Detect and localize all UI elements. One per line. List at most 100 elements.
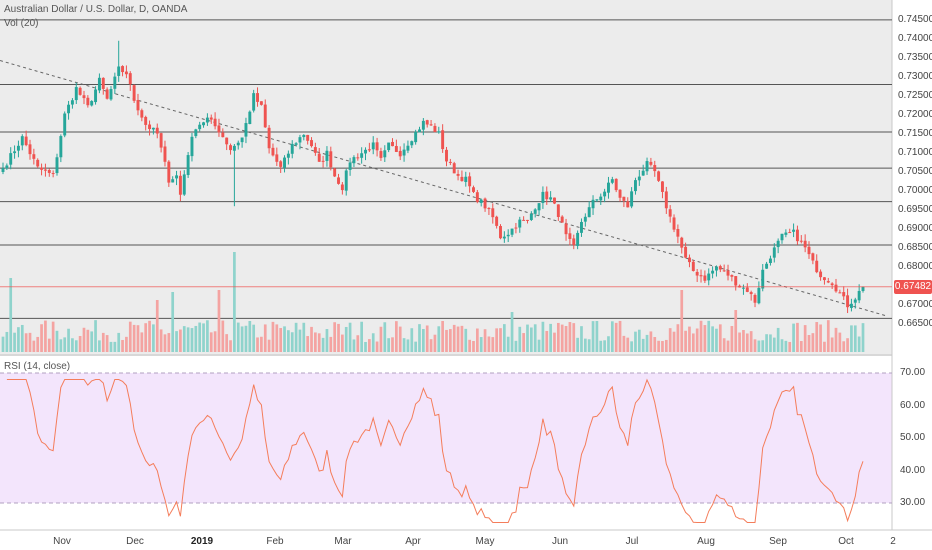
candle-body [630, 191, 634, 207]
candle-body [819, 271, 823, 278]
volume-bar [433, 334, 437, 352]
time-tick-label: Feb [266, 536, 284, 547]
candle-body [159, 133, 163, 148]
volume-bar [398, 326, 402, 352]
volume-bar [502, 324, 506, 352]
volume-bar [5, 331, 9, 352]
volume-bar [24, 333, 28, 352]
volume-bar [101, 332, 105, 352]
rsi-label: RSI (14, close) [4, 361, 71, 372]
candle-body [271, 147, 275, 156]
volume-bar [826, 320, 830, 352]
volume-bar [244, 325, 248, 352]
volume-bar [121, 339, 124, 352]
candle-body [526, 219, 529, 221]
candle-body [780, 233, 784, 241]
volume-bar [63, 337, 67, 352]
price-tick-label: 0.70000 [898, 184, 932, 196]
candle-body [433, 125, 437, 132]
volume-bar [456, 326, 460, 352]
volume-bar [298, 329, 302, 352]
volume-bar [672, 331, 676, 352]
volume-bar [329, 336, 333, 352]
candle-body [232, 145, 236, 151]
volume-bar [811, 333, 815, 352]
price-tick-label: 0.72500 [898, 89, 932, 101]
volume-bar [90, 331, 94, 352]
volume-bar [576, 337, 579, 352]
candle-body [364, 149, 367, 154]
volume-bar [395, 321, 398, 352]
candle-body [541, 191, 545, 204]
candle-body [853, 299, 857, 303]
volume-bar [128, 321, 132, 352]
price-tick-label: 0.68000 [898, 261, 932, 273]
volume-bar [634, 331, 637, 352]
candle-body [121, 66, 125, 73]
volume-bar [32, 340, 36, 352]
volume-bar [437, 326, 441, 352]
candle-body [290, 143, 294, 154]
candle-body [406, 145, 410, 151]
volume-bar [788, 341, 792, 352]
volume-bar [40, 324, 43, 352]
candle-body [514, 227, 518, 229]
candle-body [286, 153, 290, 158]
time-tick-label: 2019 [190, 536, 214, 547]
candle-body [460, 176, 464, 182]
volume-bar [684, 330, 687, 352]
volume-bar [140, 332, 144, 352]
candle-body [626, 201, 630, 208]
volume-bar [711, 326, 714, 352]
candle-body [452, 163, 456, 174]
volume-bar [379, 326, 383, 352]
volume-bar [236, 322, 240, 352]
time-tick-label: 2 [890, 536, 896, 547]
volume-bar [757, 340, 761, 352]
volume-bar [449, 329, 452, 352]
volume-bar [175, 331, 178, 352]
volume-bar [718, 324, 722, 352]
candle-body [5, 165, 9, 169]
volume-bar [414, 341, 417, 352]
candle-body [807, 246, 811, 255]
candle-body [20, 136, 24, 146]
volume-bar [522, 333, 525, 352]
volume-bar [20, 324, 24, 352]
candle-body [294, 143, 298, 145]
volume-bar [657, 340, 660, 352]
candle-body [533, 209, 537, 214]
candle-body [437, 131, 441, 133]
volume-bar [341, 334, 344, 352]
volume-bar [375, 341, 379, 352]
candle-body [776, 240, 780, 248]
price-tick-label: 0.74500 [898, 13, 932, 25]
volume-bar [213, 331, 217, 352]
candle-body [259, 101, 263, 105]
candle-body [182, 174, 186, 195]
volume-bar [645, 334, 649, 352]
candle-body [580, 221, 583, 233]
candle-body [367, 149, 371, 151]
price-tick-label: 0.69500 [898, 204, 932, 215]
price-tick-label: 0.69000 [898, 223, 932, 235]
volume-bar [44, 320, 47, 352]
candle-body [568, 233, 572, 239]
candle-body [425, 120, 429, 125]
volume-bar [487, 336, 491, 352]
time-tick-label: May [475, 536, 495, 547]
candle-body [94, 89, 98, 103]
volume-bar [560, 324, 564, 352]
volume-bar [676, 324, 680, 352]
price-tick-label: 0.74000 [898, 32, 932, 44]
volume-bar [533, 324, 537, 352]
candle-body [194, 129, 198, 137]
rsi-tick-label: 50.00 [900, 432, 926, 443]
volume-bar [109, 341, 113, 352]
candle-body [765, 263, 769, 269]
volume-bar [614, 322, 618, 352]
candle-body [788, 232, 792, 234]
volume-bar [13, 332, 16, 352]
candle-body [718, 266, 722, 270]
candle-body [344, 170, 348, 191]
